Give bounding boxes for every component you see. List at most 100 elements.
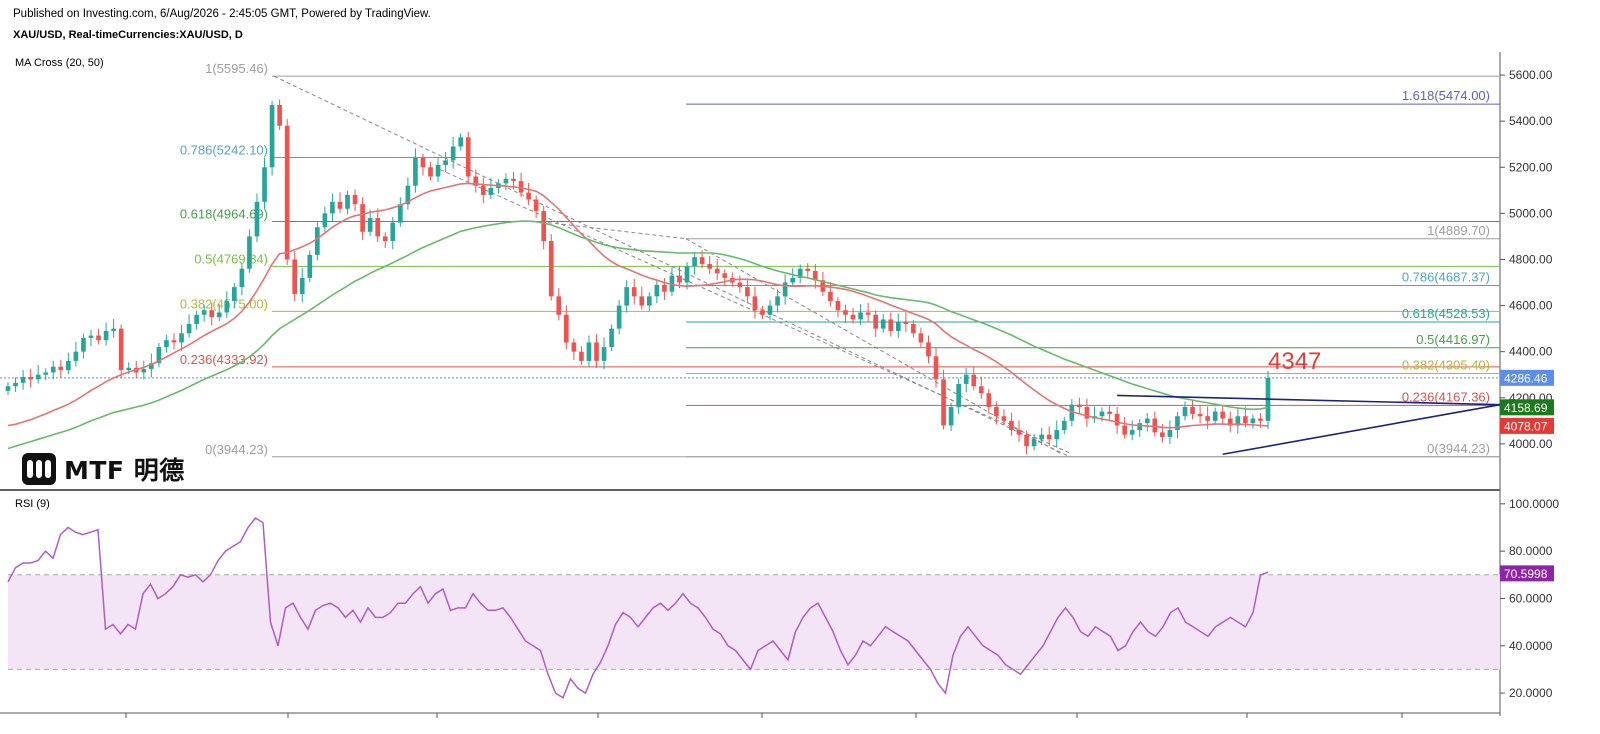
candle-body — [526, 192, 531, 200]
price-tick-label: 4400.00 — [1509, 345, 1553, 359]
candle-body — [126, 367, 132, 371]
candle-body — [1129, 430, 1135, 435]
symbol-title: XAU/USD, Real-timeCurrencies:XAU/USD, D — [13, 29, 243, 41]
rsi-tick-label: 40.0000 — [1509, 639, 1553, 653]
candle-body — [1001, 416, 1007, 421]
candle-body — [186, 324, 192, 334]
candle-body — [480, 185, 486, 195]
candle-body — [556, 296, 562, 315]
rsi-band — [8, 574, 1500, 670]
candle-body — [5, 386, 11, 391]
candle-body — [1084, 407, 1090, 419]
candle-body — [948, 407, 954, 426]
price-tick-label: 5000.00 — [1509, 206, 1553, 220]
fib-right-label: 0(3944.23) — [1427, 441, 1490, 456]
candle-body — [96, 335, 101, 341]
candle-body — [284, 125, 290, 260]
candle-body — [179, 333, 184, 343]
fib-right-label: 1(4889.70) — [1427, 223, 1490, 238]
candle-body — [684, 266, 690, 283]
price-badge-label: 4078.07 — [1504, 419, 1548, 433]
candle-body — [760, 310, 765, 315]
candle-body — [239, 268, 245, 288]
price-badge — [1500, 399, 1554, 416]
candle-body — [571, 342, 577, 352]
candle-body — [1137, 423, 1143, 431]
rsi-tick-label: 100.0000 — [1509, 497, 1559, 511]
candle-body — [1227, 418, 1233, 426]
candle-body — [1069, 404, 1075, 421]
candle-body — [533, 199, 539, 212]
price-tick-label: 5400.00 — [1509, 114, 1553, 128]
candle-body — [828, 291, 833, 301]
candle-body — [1054, 430, 1060, 440]
candle-body — [646, 296, 652, 306]
candle-body — [978, 386, 984, 394]
candle-body — [624, 287, 630, 306]
candle-body — [1175, 416, 1180, 431]
candle-body — [775, 296, 780, 306]
candle-body — [1197, 413, 1203, 417]
candle-body — [1016, 430, 1022, 435]
dashed-connector — [547, 222, 687, 240]
rsi-tick-label: 80.0000 — [1509, 544, 1553, 558]
candle-body — [209, 310, 215, 318]
fib-left-label: 0(3944.23) — [205, 442, 268, 457]
dashed-channel-upper — [273, 75, 1071, 458]
candle-body — [413, 158, 418, 186]
candle-body — [858, 312, 863, 320]
candle-body — [926, 342, 931, 357]
candle-body — [692, 257, 697, 267]
mtf-logo: MTF 明德 — [22, 453, 185, 485]
candle-body — [171, 340, 177, 343]
candle-body — [639, 296, 645, 306]
rsi-tick-label: 20.0000 — [1509, 686, 1553, 700]
candle-body — [767, 305, 773, 315]
candle-body — [782, 282, 788, 297]
candle-body — [164, 340, 169, 348]
candle-body — [1031, 439, 1037, 447]
candle-body — [375, 217, 381, 237]
candle-body — [503, 178, 509, 184]
candle-body — [103, 330, 109, 341]
fib-left-label: 1(5595.46) — [205, 61, 268, 76]
candle-body — [58, 366, 64, 371]
candle-body — [232, 287, 237, 301]
price-badge — [1500, 369, 1554, 386]
candle-body — [458, 137, 464, 147]
candle-body — [797, 268, 803, 278]
candle-body — [224, 300, 230, 313]
mtf-logo-mark — [22, 453, 56, 485]
price-tick-label: 4000.00 — [1509, 437, 1553, 451]
candle-body — [1024, 434, 1029, 447]
fib-right-label: 0.618(4528.53) — [1402, 306, 1490, 321]
candle-body — [745, 287, 750, 297]
candle-body — [50, 366, 56, 373]
candle-body — [277, 105, 282, 126]
candle-body — [1167, 430, 1173, 437]
rsi-badge-label: 70.5998 — [1504, 567, 1548, 581]
price-badge-label: 4286.46 — [1504, 371, 1548, 385]
rsi-badge — [1500, 565, 1554, 582]
candle-body — [88, 335, 94, 338]
published-caption: Published on Investing.com, 6/Aug/2026 -… — [13, 8, 431, 20]
candle-body — [654, 284, 660, 297]
price-tick-label: 4600.00 — [1509, 299, 1553, 313]
candle-body — [450, 146, 456, 161]
candle-body — [360, 204, 365, 232]
candle-body — [888, 319, 894, 331]
candle-body — [488, 188, 494, 195]
candle-body — [563, 314, 569, 343]
candle-body — [1182, 407, 1188, 417]
candle-body — [292, 259, 298, 295]
fib-left-label: 0.382(4575.00) — [180, 296, 268, 311]
candle-body — [601, 347, 607, 361]
ma50-line — [7, 220, 1269, 450]
candle-body — [918, 333, 924, 343]
candle-body — [911, 324, 916, 334]
fib-right-label: 0.236(4167.36) — [1402, 389, 1490, 404]
triangle-lower-line — [1222, 403, 1501, 456]
fib-left-label: 0.236(4333.92) — [180, 352, 268, 367]
candle-body — [1039, 434, 1044, 440]
